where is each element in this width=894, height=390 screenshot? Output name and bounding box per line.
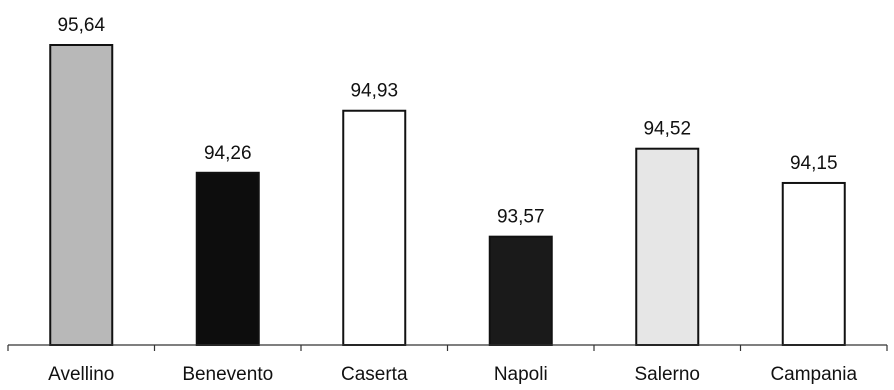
value-labels-group: 95,64 94,26 94,93 93,57 94,52 94,15 xyxy=(57,15,837,228)
value-label-salerno: 94,52 xyxy=(643,119,691,140)
bar-benevento xyxy=(195,171,260,346)
bar-napoli xyxy=(488,235,553,347)
bars-group xyxy=(49,44,846,347)
category-label-avellino: Avellino xyxy=(48,364,114,385)
category-labels-group: Avellino Benevento Caserta Napoli Salerno Cam… xyxy=(48,364,857,385)
value-label-campania: 94,15 xyxy=(790,153,838,174)
value-label-benevento: 94,26 xyxy=(204,143,252,164)
value-label-napoli: 93,57 xyxy=(497,207,545,228)
category-label-campania: Campania xyxy=(770,364,857,385)
category-label-salerno: Salerno xyxy=(635,364,701,385)
bar-campania xyxy=(781,181,846,346)
category-label-caserta: Caserta xyxy=(341,364,408,385)
category-label-napoli: Napoli xyxy=(494,364,548,385)
category-label-benevento: Benevento xyxy=(182,364,273,385)
value-label-avellino: 95,64 xyxy=(57,15,105,36)
bar-salerno xyxy=(635,147,700,346)
x-axis xyxy=(7,344,888,351)
bar-caserta xyxy=(342,109,407,346)
value-label-caserta: 94,93 xyxy=(350,81,398,102)
bar-avellino xyxy=(49,44,114,346)
